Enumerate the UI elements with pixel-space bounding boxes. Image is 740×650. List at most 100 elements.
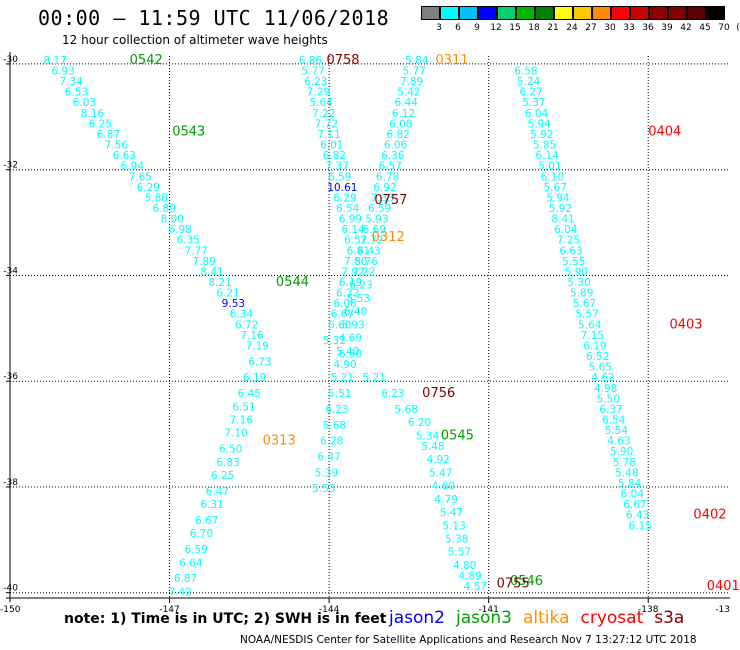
wave-height-value: 6.04 — [525, 108, 549, 120]
wave-height-value: 7.56 — [105, 140, 129, 152]
wave-height-value: 6.63 — [113, 150, 136, 162]
wave-height-value: 7.16 — [240, 330, 264, 342]
wave-height-value: 4.60 — [432, 481, 455, 493]
x-tick-label: -147 — [159, 605, 179, 615]
wave-height-value: 5.38 — [445, 533, 468, 545]
wave-height-value: 6.19 — [339, 277, 362, 289]
wave-height-value: 5.34 — [416, 430, 440, 442]
wave-height-value: 6.58 — [514, 66, 537, 78]
wave-height-value: 6.31 — [200, 499, 223, 511]
wave-height-value: 6.21 — [216, 288, 239, 300]
wave-height-value: 5.47 — [429, 467, 452, 479]
wave-height-value: 5.88 — [145, 192, 168, 204]
scale-label: 9 — [474, 23, 480, 33]
wave-height-value: 6.99 — [339, 214, 362, 226]
wave-height-value: 6.25 — [211, 470, 234, 482]
satellite-cryosat: cryosat — [580, 608, 644, 628]
scale-label: 12 — [490, 23, 502, 33]
wave-height-value: 6.12 — [392, 108, 415, 120]
wave-height-value: 5.40 — [336, 346, 359, 358]
footer-credit: NOAA/NESDIS Center for Satellite Applica… — [240, 634, 697, 646]
wave-height-value: 6.83 — [216, 457, 239, 469]
wave-height-value: 6.67 — [331, 309, 354, 321]
wave-height-value: 4.62 — [591, 372, 614, 384]
wave-height-value: 7.65 — [129, 171, 152, 183]
scale-label: 21 — [547, 23, 559, 33]
wave-height-value: 6.82 — [323, 150, 346, 162]
pass-number-label: 0402 — [693, 508, 726, 523]
wave-height-value: 5.84 — [405, 55, 429, 67]
wave-height-value: 6.82 — [387, 129, 410, 141]
wave-height-value: 4.69 — [339, 333, 362, 345]
scale-label: 6 — [455, 23, 461, 33]
wave-height-value: 7.80 — [344, 256, 367, 268]
wave-height-value: 6.08 — [389, 118, 412, 130]
pass-number-label: 0312 — [372, 230, 405, 245]
wave-height-value: 6.23 — [325, 404, 348, 416]
wave-height-value: 6.01 — [320, 140, 343, 152]
scale-swatch — [573, 6, 592, 20]
wave-height-value: 6.19 — [243, 372, 266, 384]
pass-number-label: 0401 — [707, 579, 740, 594]
wave-height-value: 5.21 — [363, 372, 386, 384]
wave-height-value: 6.20 — [408, 417, 431, 429]
wave-height-value: 7.89 — [192, 256, 215, 268]
wave-height-value: 6.06 — [384, 140, 408, 152]
wave-height-value: 5.54 — [605, 425, 629, 437]
wave-height-value: 6.60 — [328, 319, 351, 331]
scale-swatch — [706, 6, 725, 20]
pass-number-label: 0755 — [497, 576, 530, 591]
wave-height-value: 4.57 — [464, 581, 487, 593]
wave-height-value: 5.48 — [421, 441, 444, 453]
wave-height-value: 7.89 — [400, 76, 423, 88]
wave-height-value: 6.34 — [230, 309, 254, 321]
scale-swatch — [592, 6, 611, 20]
wave-height-value: 10.61 — [327, 182, 357, 194]
scale-label: 33 — [623, 23, 635, 33]
scale-label: 24 — [566, 23, 578, 33]
wave-height-value: 6.03 — [73, 97, 96, 109]
wave-height-value: 6.28 — [320, 436, 343, 448]
pass-number-label: 0757 — [374, 193, 407, 208]
wave-height-value: 7.34 — [59, 76, 83, 88]
wave-height-value: 6.93 — [51, 66, 74, 78]
scale-label: 39 — [661, 23, 673, 33]
wave-height-value: 7.37 — [325, 161, 348, 173]
wave-height-value: 6.73 — [248, 356, 271, 368]
wave-height-value: 5.94 — [527, 118, 551, 130]
scale-swatch — [687, 6, 706, 20]
wave-height-value: 8.41 — [551, 214, 574, 226]
y-tick-label: -40 — [3, 584, 18, 594]
wave-height-value: 5.85 — [533, 140, 556, 152]
wave-height-value: 5.13 — [442, 520, 465, 532]
wave-height-value: 6.25 — [89, 118, 112, 130]
wave-height-value: 4.92 — [426, 454, 449, 466]
wave-height-value: 7.77 — [184, 245, 207, 257]
wave-height-value: 8.00 — [161, 214, 184, 226]
y-tick-label: -38 — [3, 478, 18, 488]
scale-label: 18 — [528, 23, 540, 33]
wave-height-value: 6.19 — [583, 340, 606, 352]
wave-height-value: 7.25 — [557, 235, 580, 247]
wave-height-value: 6.67 — [195, 515, 218, 527]
wave-height-value: 6.86 — [299, 55, 323, 67]
wave-height-value: 5.48 — [615, 467, 638, 479]
y-tick-label: -32 — [3, 161, 18, 171]
wave-height-value: 6.87 — [174, 573, 197, 585]
wave-height-value: 7.19 — [246, 340, 269, 352]
scale-label: 15 — [509, 23, 521, 33]
wave-height-value: 5.93 — [365, 214, 388, 226]
wave-height-value: 7.22 — [312, 108, 335, 120]
scale-label: 70 — [718, 23, 730, 33]
wave-height-value: 6.59 — [368, 203, 391, 215]
wave-height-value: 7.22 — [352, 266, 375, 278]
scale-swatch — [535, 6, 554, 20]
pass-number-label: 0758 — [326, 53, 359, 68]
wave-height-value: 6.27 — [520, 87, 543, 99]
scale-swatch — [478, 6, 497, 20]
wave-height-value: 6.40 — [344, 306, 367, 318]
wave-height-value: 5.65 — [589, 362, 612, 374]
wave-height-value: 5.24 — [517, 76, 541, 88]
wave-height-value: 6.23 — [304, 76, 327, 88]
wave-height-value: 6.78 — [376, 171, 399, 183]
